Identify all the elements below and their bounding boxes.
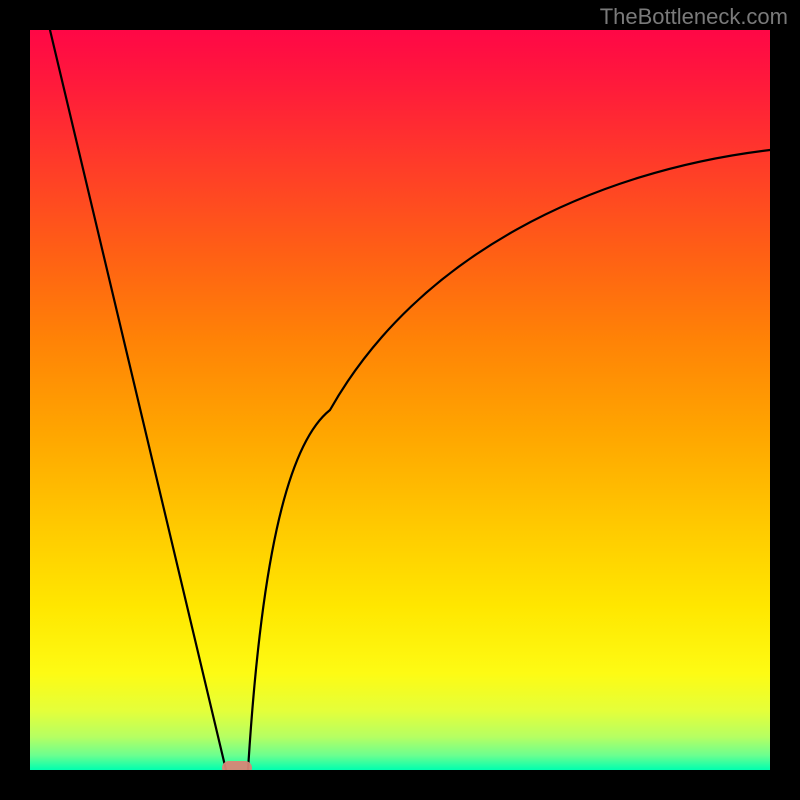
- chart-svg: [30, 30, 770, 770]
- optimum-marker: [222, 761, 252, 770]
- chart-curve-layer: [30, 30, 770, 770]
- watermark-text: TheBottleneck.com: [600, 4, 788, 30]
- chart-plot-area: [30, 30, 770, 770]
